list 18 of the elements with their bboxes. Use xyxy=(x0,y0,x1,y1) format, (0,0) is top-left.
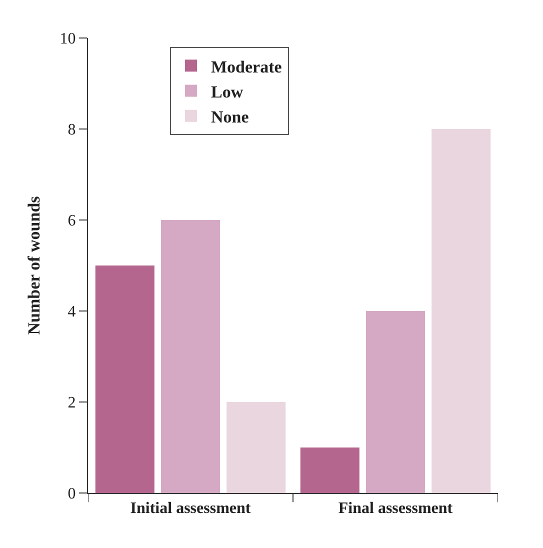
legend-label: Low xyxy=(211,82,244,102)
y-tick-label: 8 xyxy=(68,122,76,139)
y-tick-label: 10 xyxy=(60,30,76,48)
y-tick-label: 2 xyxy=(68,394,76,412)
bar xyxy=(226,402,286,493)
legend-label: Moderate xyxy=(211,57,282,76)
bar xyxy=(160,220,220,493)
bar xyxy=(432,129,491,493)
y-tick-label: 6 xyxy=(68,212,76,230)
bar xyxy=(95,266,154,493)
y-tick-label: 4 xyxy=(68,304,76,321)
bar xyxy=(300,448,360,493)
y-tick-label: 0 xyxy=(68,486,76,503)
legend-label: None xyxy=(211,107,250,126)
x-tick-label: Initial assessment xyxy=(130,500,252,518)
x-tick-label: Final assessment xyxy=(338,500,454,518)
bar xyxy=(366,311,426,493)
y-axis-title: Number of wounds xyxy=(24,196,44,335)
